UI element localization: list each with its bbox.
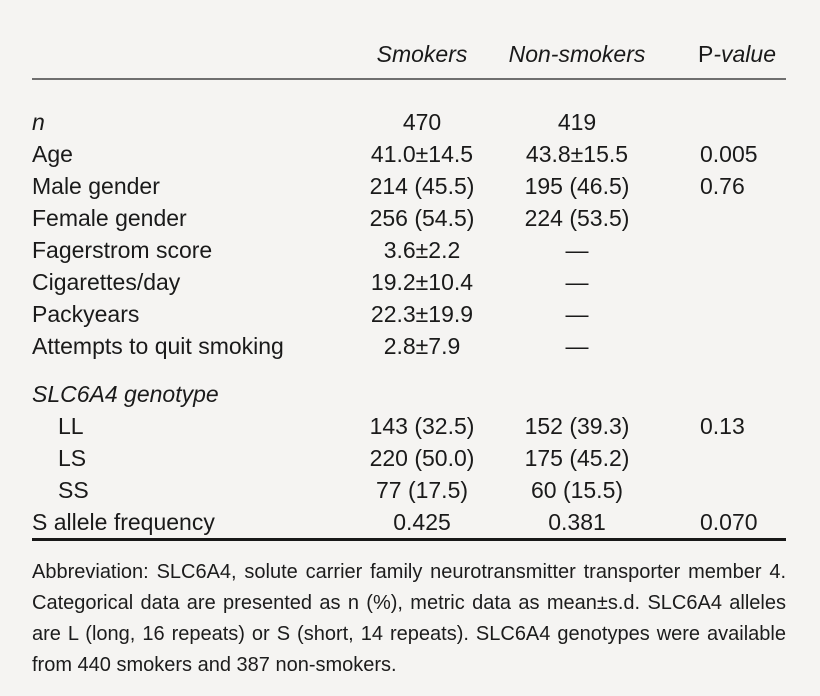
smokers-value: 0.425 xyxy=(393,508,451,535)
row-label: S allele frequency xyxy=(32,508,215,535)
header-pvalue-p: P xyxy=(698,41,714,67)
smokers-value: 143 (32.5) xyxy=(369,412,475,439)
row-label: LS xyxy=(58,444,87,471)
header-nonsmokers: Non-smokers xyxy=(502,28,652,79)
nonsmokers-value: 60 (15.5) xyxy=(530,476,624,503)
nonsmokers-value xyxy=(502,378,652,410)
nonsmokers-value: — xyxy=(565,236,589,263)
nonsmokers-value: 43.8±15.5 xyxy=(525,140,629,167)
row-label: SLC6A4 genotype xyxy=(32,380,219,407)
p-value xyxy=(652,266,786,298)
row-label: Cigarettes/day xyxy=(32,268,181,295)
table-row: Female gender 256 (54.5) 224 (53.5) xyxy=(32,202,786,234)
smokers-value: 22.3±19.9 xyxy=(370,300,474,327)
table-row: n 470 419 xyxy=(32,106,786,138)
p-value xyxy=(652,474,786,506)
nonsmokers-value: — xyxy=(565,268,589,295)
footnote-line: are L (long, 16 repeats) or S (short, 14… xyxy=(32,623,786,645)
table-row: LL 143 (32.5) 152 (39.3) 0.13 xyxy=(32,410,786,442)
footnote-line: Categorical data are presented as n (%),… xyxy=(32,592,786,614)
nonsmokers-value: 224 (53.5) xyxy=(524,204,630,231)
paper-table-page: Smokers Non-smokers P-value n 470 419 Age 41… xyxy=(32,28,786,681)
nonsmokers-value: 419 xyxy=(557,108,597,135)
row-label: SS xyxy=(58,476,89,503)
table-header: Smokers Non-smokers P-value xyxy=(32,28,786,79)
header-row: Smokers Non-smokers P-value xyxy=(32,28,786,79)
spacer-row xyxy=(32,79,786,106)
p-value: 0.76 xyxy=(700,172,745,199)
spacer-cell xyxy=(32,362,786,378)
smokers-value: 19.2±10.4 xyxy=(370,268,474,295)
row-label: Male gender xyxy=(32,172,160,199)
p-value: 0.13 xyxy=(700,412,745,439)
table-row: Cigarettes/day 19.2±10.4 — xyxy=(32,266,786,298)
nonsmokers-value: — xyxy=(565,332,589,359)
smokers-value: 2.8±7.9 xyxy=(383,332,461,359)
p-value: 0.005 xyxy=(700,140,758,167)
row-label: n xyxy=(32,108,45,135)
smokers-value: 3.6±2.2 xyxy=(383,236,461,263)
nonsmokers-value: 175 (45.2) xyxy=(524,444,630,471)
smokers-value: 470 xyxy=(402,108,442,135)
header-smokers-label: Smokers xyxy=(376,41,468,67)
header-smokers: Smokers xyxy=(342,28,502,79)
header-empty-cell xyxy=(32,28,342,79)
smokers-nonsmokers-table: Smokers Non-smokers P-value n 470 419 Age 41… xyxy=(32,28,786,541)
p-value xyxy=(652,442,786,474)
footnote-line: Abbreviation: SLC6A4, solute carrier fam… xyxy=(32,561,786,583)
p-value xyxy=(652,234,786,266)
p-value xyxy=(652,330,786,362)
footnote-line: from 440 smokers and 387 non-smokers. xyxy=(32,654,397,676)
nonsmokers-value: 195 (46.5) xyxy=(524,172,630,199)
row-label: Packyears xyxy=(32,300,140,327)
table-body: n 470 419 Age 41.0±14.5 43.8±15.5 0.005 Male ge… xyxy=(32,79,786,540)
nonsmokers-value: 0.381 xyxy=(548,508,606,535)
table-row: S allele frequency 0.425 0.381 0.070 xyxy=(32,506,786,540)
header-nonsmokers-label: Non-smokers xyxy=(508,41,646,67)
nonsmokers-value: 152 (39.3) xyxy=(524,412,630,439)
row-label: LL xyxy=(58,412,84,439)
table-row: Attempts to quit smoking 2.8±7.9 — xyxy=(32,330,786,362)
header-pvalue-value: -value xyxy=(713,41,776,67)
spacer-cell xyxy=(32,79,786,106)
smokers-value: 214 (45.5) xyxy=(369,172,475,199)
smokers-value xyxy=(342,378,502,410)
row-label: Attempts to quit smoking xyxy=(32,332,284,359)
table-row: Age 41.0±14.5 43.8±15.5 0.005 xyxy=(32,138,786,170)
table-row: Packyears 22.3±19.9 — xyxy=(32,298,786,330)
smokers-value: 77 (17.5) xyxy=(375,476,469,503)
smokers-value: 41.0±14.5 xyxy=(370,140,474,167)
table-row: SLC6A4 genotype xyxy=(32,378,786,410)
smokers-value: 256 (54.5) xyxy=(369,204,475,231)
table-row: SS 77 (17.5) 60 (15.5) xyxy=(32,474,786,506)
table-row: Fagerstrom score 3.6±2.2 — xyxy=(32,234,786,266)
p-value xyxy=(652,378,786,410)
header-pvalue: P-value xyxy=(652,28,786,79)
p-value xyxy=(652,202,786,234)
table-footnote: Abbreviation: SLC6A4, solute carrier fam… xyxy=(32,557,786,681)
row-label: Fagerstrom score xyxy=(32,236,213,263)
table-row: LS 220 (50.0) 175 (45.2) xyxy=(32,442,786,474)
p-value xyxy=(652,298,786,330)
table-row: Male gender 214 (45.5) 195 (46.5) 0.76 xyxy=(32,170,786,202)
p-value xyxy=(652,106,786,138)
row-label: Female gender xyxy=(32,204,187,231)
p-value: 0.070 xyxy=(700,508,758,535)
spacer-row xyxy=(32,362,786,378)
smokers-value: 220 (50.0) xyxy=(369,444,475,471)
nonsmokers-value: — xyxy=(565,300,589,327)
row-label: Age xyxy=(32,140,73,167)
